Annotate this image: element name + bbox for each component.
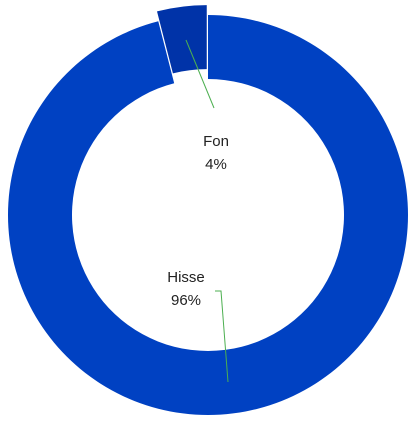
- label-fon-name: Fon: [203, 133, 229, 150]
- label-hisse-value: 96%: [171, 292, 201, 309]
- slice-hisse: [7, 15, 408, 415]
- leader-line-fon: [185, 39, 215, 109]
- slice-fon: [157, 5, 207, 74]
- leader-line-hisse: [215, 290, 229, 383]
- slices-group: [7, 5, 408, 415]
- label-fon-value: 4%: [205, 156, 227, 173]
- label-hisse-name: Hisse: [167, 269, 205, 286]
